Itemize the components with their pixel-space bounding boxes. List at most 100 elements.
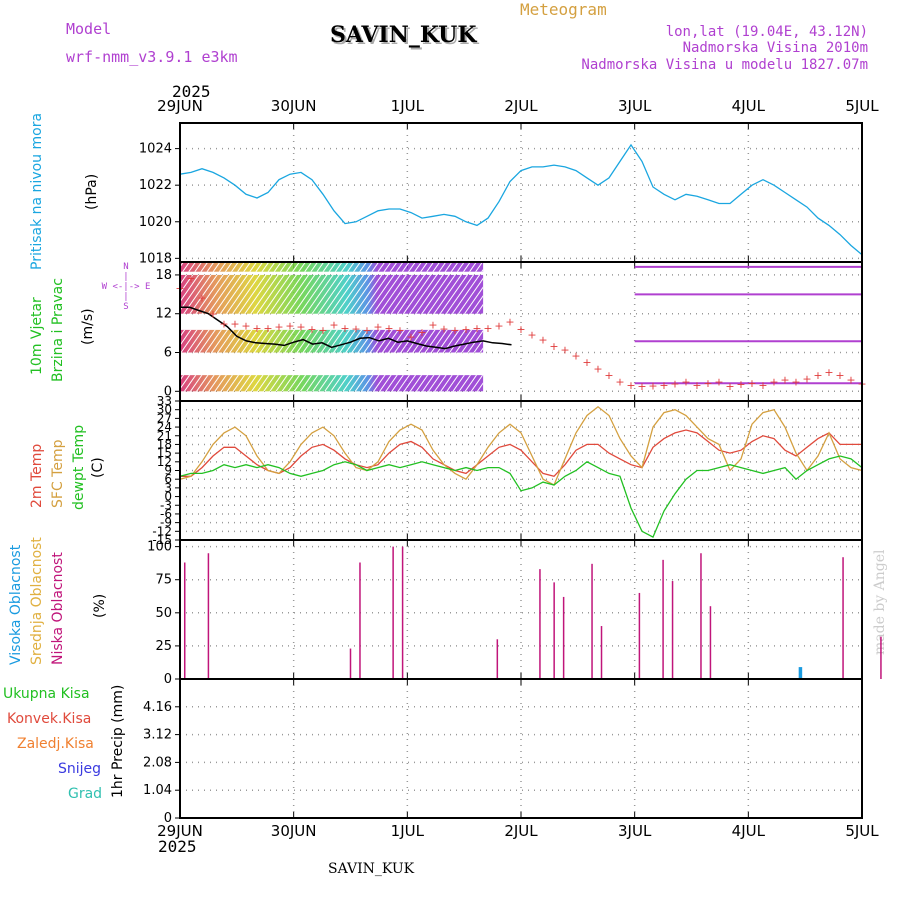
wind-gust-marker: + bbox=[813, 369, 822, 382]
clouds-ytick-label: 75 bbox=[155, 573, 172, 588]
wind-gust-marker: + bbox=[692, 379, 701, 392]
wind-gust-marker: + bbox=[439, 323, 448, 336]
wind-gust-marker: + bbox=[549, 340, 558, 353]
wind-gust-marker: + bbox=[703, 377, 712, 390]
precip-ytick-label: 1.04 bbox=[143, 783, 172, 798]
clouds-bar bbox=[591, 563, 593, 679]
year-top: 2025 bbox=[172, 82, 211, 101]
day-tick-label-bottom: 5JUL bbox=[845, 822, 879, 840]
temperature-ytick-label: -6 bbox=[160, 507, 172, 521]
wind-gust-marker: + bbox=[384, 322, 393, 335]
wind-gust-marker: + bbox=[472, 322, 481, 335]
day-tick-label-top: 29JUN bbox=[157, 97, 203, 115]
elevation-label: Nadmorska Visina 2010m bbox=[682, 40, 868, 56]
wind-gust-marker: + bbox=[296, 321, 305, 334]
temperature-ytick-label: 21 bbox=[157, 429, 172, 443]
temperature-ytick-label: -9 bbox=[160, 516, 172, 530]
wind-gust-marker: + bbox=[681, 376, 690, 389]
clouds-bar bbox=[553, 582, 555, 679]
model-label: Model bbox=[66, 20, 112, 38]
temperature-ytick-label: -15 bbox=[152, 533, 172, 547]
day-tick-label-top: 1JUL bbox=[391, 97, 425, 115]
legend-conv-precip: Konvek.Kisa bbox=[7, 711, 92, 727]
wind-gust-marker: + bbox=[736, 378, 745, 391]
temperature-ytick-label: 30 bbox=[157, 403, 172, 417]
temperature-ytick-label: -12 bbox=[152, 524, 172, 538]
wind-gust-marker: + bbox=[307, 323, 316, 336]
clouds-bar bbox=[562, 596, 565, 679]
meteogram-label: Meteogram bbox=[520, 0, 607, 19]
wind-gust-marker: + bbox=[582, 356, 591, 369]
wind-gust-marker: + bbox=[219, 317, 228, 330]
pressure-series-0 bbox=[179, 143, 863, 256]
clouds-ytick-label: 100 bbox=[147, 540, 172, 555]
wind-gust-marker: + bbox=[406, 330, 415, 343]
pressure-frame bbox=[179, 122, 863, 263]
wind-gust-marker: + bbox=[373, 321, 382, 334]
wind-gust-marker: + bbox=[659, 379, 668, 392]
temperature-ytick-label: -3 bbox=[160, 498, 172, 512]
wind-gust-marker: + bbox=[285, 319, 294, 332]
wind-barb-hatch bbox=[180, 262, 484, 272]
wind-gust-marker: + bbox=[791, 376, 800, 389]
wind-gust-marker: + bbox=[505, 315, 514, 328]
clouds-ytick-label: 25 bbox=[155, 639, 172, 654]
wind-speed-line bbox=[180, 306, 512, 350]
temperature-ytick-label: 12 bbox=[157, 455, 172, 469]
wind-gust-marker: + bbox=[428, 319, 437, 332]
wind-barb-hatch bbox=[180, 329, 484, 353]
wind-gust-marker: + bbox=[637, 380, 646, 393]
clouds-bar bbox=[880, 636, 882, 679]
day-tick-label-top: 2JUL bbox=[504, 97, 538, 115]
lonlat-label: lon,lat (19.04E, 43.12N) bbox=[665, 24, 868, 40]
day-tick-label-bottom: 29JUN bbox=[157, 822, 203, 840]
wind-gust-marker: + bbox=[626, 379, 635, 392]
precip-frame bbox=[179, 678, 863, 819]
wind-ytick-label: 12 bbox=[155, 307, 172, 322]
day-tick-label-bottom: 30JUN bbox=[271, 822, 317, 840]
pressure-ytick-label: 1022 bbox=[139, 178, 172, 193]
pressure-ytick-label: 1024 bbox=[139, 142, 172, 157]
clouds-bar bbox=[638, 592, 641, 679]
precip-ytick-label: 2.08 bbox=[143, 755, 172, 770]
clouds-bar bbox=[700, 553, 702, 679]
precip-ytick-label: 4.16 bbox=[143, 700, 172, 715]
wind-barb-hatch bbox=[180, 274, 484, 314]
clouds-bar bbox=[349, 648, 352, 679]
day-tick-label-top: 3JUL bbox=[618, 97, 652, 115]
wind-gust-marker: + bbox=[252, 322, 261, 335]
day-tick-label-bottom: 2JUL bbox=[504, 822, 538, 840]
clouds-bar bbox=[671, 581, 674, 679]
temperature-series-2 bbox=[179, 455, 863, 539]
temperature-ytick-label: 9 bbox=[164, 464, 172, 478]
wind-ytick-label: 0 bbox=[164, 384, 172, 399]
wind-gust-marker: + bbox=[263, 322, 272, 335]
wind-gust-marker: + bbox=[571, 350, 580, 363]
wind-gust-marker: + bbox=[527, 328, 536, 341]
day-tick-label-top: 5JUL bbox=[845, 97, 879, 115]
wind-gust-marker: + bbox=[725, 380, 734, 393]
wind-gust-marker: + bbox=[615, 376, 624, 389]
model-elevation-label: Nadmorska Visina u modelu 1827.07m bbox=[581, 57, 868, 73]
wind-barb-hatch bbox=[180, 375, 484, 392]
wind-gust-marker: + bbox=[747, 377, 756, 390]
clouds-bar bbox=[496, 639, 499, 679]
wind-gust-marker: + bbox=[846, 374, 855, 387]
wind-gust-marker: + bbox=[318, 324, 327, 337]
wind-gust-marker: + bbox=[780, 374, 789, 387]
clouds-bar bbox=[539, 569, 541, 679]
temperature-ytick-label: 0 bbox=[164, 490, 172, 504]
clouds-bar bbox=[207, 553, 210, 679]
clouds-bar bbox=[183, 562, 186, 679]
legend-total-precip: Ukupna Kisa bbox=[3, 686, 90, 702]
wind-gust-marker: + bbox=[483, 322, 492, 335]
model-name: wrf-nmm_v3.9.1 e3km bbox=[66, 48, 238, 66]
legend-hail: Grad bbox=[68, 786, 103, 802]
wind-gust-marker: + bbox=[274, 321, 283, 334]
wind-ytick-label: 6 bbox=[164, 346, 172, 361]
clouds-bar bbox=[401, 546, 404, 679]
precip-ytick-label: 3.12 bbox=[143, 728, 172, 743]
wind-gust-marker: + bbox=[395, 324, 404, 337]
wind-gust-marker: + bbox=[329, 319, 338, 332]
